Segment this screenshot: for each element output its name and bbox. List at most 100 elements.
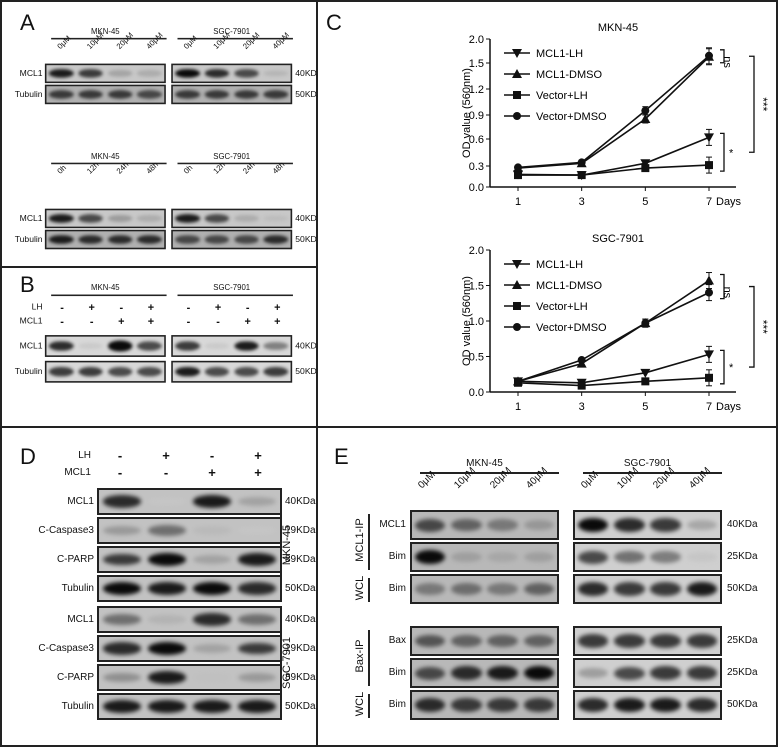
condition-sign: + xyxy=(147,314,155,328)
protein-band xyxy=(234,69,259,78)
molecular-weight-label: 40KDa xyxy=(285,496,316,507)
blot-sgc7901 xyxy=(171,229,293,250)
panel-d-label: D xyxy=(20,444,36,469)
legend-label: Vector+LH xyxy=(536,301,588,313)
protein-band xyxy=(107,340,133,352)
condition-sign: + xyxy=(147,300,155,314)
molecular-weight-label: 40KDa xyxy=(295,214,322,224)
group-bracket-line xyxy=(368,578,370,602)
protein-band xyxy=(614,634,645,648)
protein-band xyxy=(175,366,200,377)
y-tick-label: 1.2 xyxy=(469,84,484,96)
protein-band xyxy=(263,90,289,99)
data-point-marker xyxy=(577,158,586,167)
cell-line-underline xyxy=(583,472,722,474)
protein-band xyxy=(147,497,186,506)
protein-label: MCL1 xyxy=(379,519,406,530)
protein-band xyxy=(487,666,518,680)
molecular-weight-label: 50KDa xyxy=(285,583,316,594)
protein-band xyxy=(204,367,230,377)
data-point-marker xyxy=(514,163,522,172)
legend-marker xyxy=(512,69,522,78)
protein-label: C-PARP xyxy=(56,672,94,683)
y-tick-label: 1.5 xyxy=(469,58,484,70)
cell-line-underline xyxy=(177,294,293,296)
protein-band xyxy=(451,634,482,648)
cell-line-group-label: MKN-45 xyxy=(281,524,293,566)
series-line xyxy=(517,353,710,384)
series-line xyxy=(518,164,710,176)
protein-band xyxy=(193,613,232,626)
protein-band xyxy=(107,235,133,244)
condition-sign: + xyxy=(254,465,262,480)
molecular-weight-label: 19KDa xyxy=(285,643,316,654)
protein-band xyxy=(263,235,289,244)
protein-band xyxy=(487,551,518,563)
data-point-marker xyxy=(577,356,586,365)
blot-sgc7901 xyxy=(171,63,293,84)
condition-sign: + xyxy=(118,314,125,328)
protein-band xyxy=(102,700,141,713)
data-point-marker xyxy=(514,377,522,386)
y-tick-label: 0.9 xyxy=(469,110,484,122)
y-tick-label: 0.0 xyxy=(469,387,484,399)
cell-line-underline xyxy=(420,472,559,474)
protein-band xyxy=(147,700,186,713)
protein-band xyxy=(577,517,609,533)
protein-band xyxy=(48,68,74,78)
protein-band xyxy=(686,552,718,562)
protein-band xyxy=(451,698,482,712)
x-tick-label: 1 xyxy=(515,401,521,413)
protein-band xyxy=(78,235,103,244)
protein-band xyxy=(451,518,482,532)
data-point-marker xyxy=(640,114,651,123)
significance-bracket xyxy=(749,285,755,368)
panel-e-label: E xyxy=(334,444,349,469)
protein-band xyxy=(48,341,74,351)
western-blot-strip xyxy=(97,546,282,573)
protein-label: MCL1 xyxy=(67,614,94,625)
cell-line-header: SGC-7901 xyxy=(213,27,251,37)
protein-band xyxy=(686,634,718,648)
condition-sign: - xyxy=(209,448,215,463)
data-point-marker xyxy=(641,106,650,115)
protein-band xyxy=(263,366,289,377)
blot-mkn45 xyxy=(410,626,559,656)
protein-band xyxy=(78,69,103,78)
protein-band xyxy=(686,698,718,712)
condition-sign: - xyxy=(60,314,64,328)
group-bracket-line xyxy=(280,494,282,598)
protein-band xyxy=(175,341,200,351)
legend-marker xyxy=(512,280,522,289)
cell-line-underline xyxy=(177,162,293,164)
blot-sgc7901 xyxy=(171,335,293,357)
lane-label: 10μM xyxy=(452,465,478,491)
protein-band xyxy=(414,518,446,532)
panel-b-label: B xyxy=(20,272,35,297)
panel-c: C MKN-45 0.0 0.3 0.6 0.9 1.2 1.5 2.0 1 3 5 7 Days OD … xyxy=(316,0,778,428)
molecular-weight-label: 89KDa xyxy=(285,554,316,565)
protein-band xyxy=(78,214,103,223)
protein-band xyxy=(78,90,103,99)
x-tick-label: 3 xyxy=(579,196,585,208)
protein-label: Bim xyxy=(388,667,406,678)
protein-band xyxy=(523,519,555,531)
protein-band xyxy=(451,666,482,680)
cell-line-header: SGC-7901 xyxy=(623,458,672,469)
legend-label: Vector+DMSO xyxy=(536,322,607,334)
protein-band xyxy=(107,90,133,99)
molecular-weight-label: 40KDa xyxy=(295,341,322,351)
protein-band xyxy=(102,642,141,655)
legend-label: Vector+DMSO xyxy=(536,111,607,123)
condition-sign: - xyxy=(60,300,64,314)
protein-band xyxy=(234,235,259,244)
protein-band xyxy=(193,673,232,682)
panel-b: B MKN-45 SGC-7901 LH - + - + - + - + MCL1- - + + - - + + MC… xyxy=(0,266,322,428)
cell-line-underline xyxy=(51,37,167,40)
data-point-marker xyxy=(577,171,586,180)
series-line xyxy=(517,291,710,383)
protein-band xyxy=(238,672,277,683)
y-tick-label: 0.6 xyxy=(469,134,484,146)
protein-band xyxy=(263,215,289,222)
condition-sign: + xyxy=(208,465,216,480)
